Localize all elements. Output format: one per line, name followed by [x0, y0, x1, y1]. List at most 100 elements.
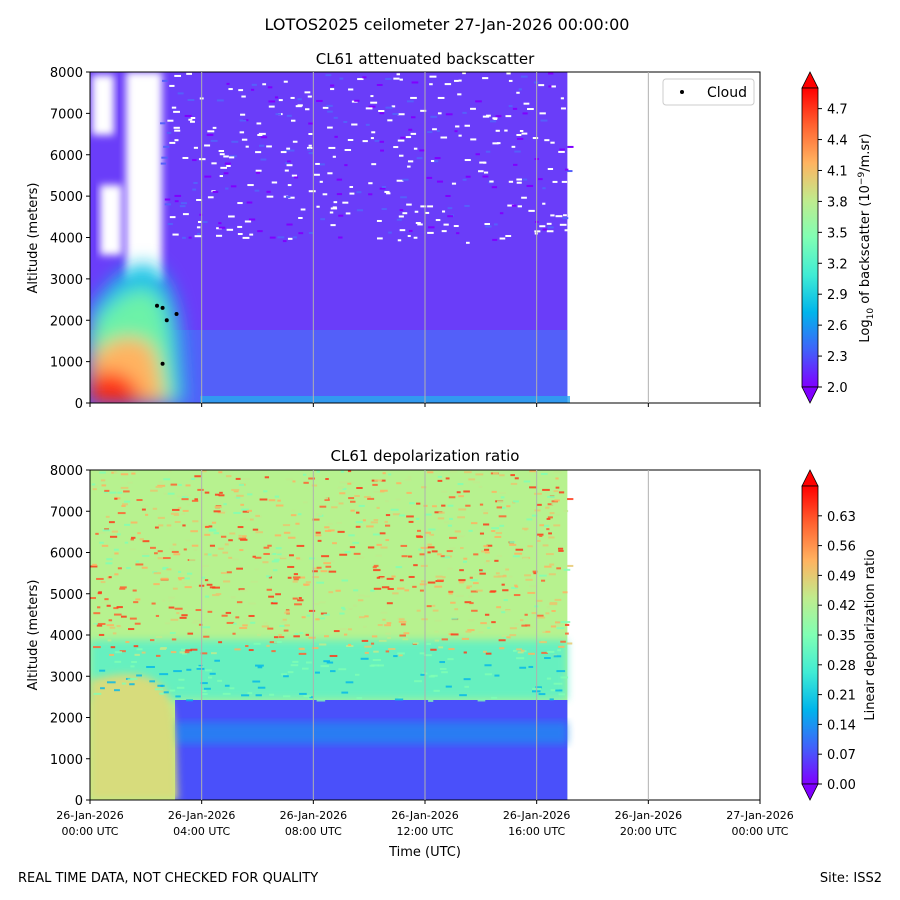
texture-speck	[505, 609, 512, 612]
texture-speck	[338, 214, 344, 217]
texture-speck	[400, 623, 406, 626]
texture-speck	[242, 510, 249, 513]
texture-speck	[149, 680, 156, 683]
texture-speck	[109, 535, 118, 538]
texture-speck	[174, 194, 182, 197]
texture-speck	[220, 571, 227, 574]
texture-speck	[282, 695, 291, 698]
texture-speck	[458, 579, 466, 582]
texture-speck	[380, 489, 388, 492]
texture-speck	[420, 580, 426, 583]
texture-speck	[379, 187, 386, 190]
texture-speck	[484, 613, 490, 616]
texture-speck	[195, 609, 202, 612]
texture-speck	[420, 109, 427, 112]
texture-speck	[435, 575, 443, 578]
texture-speck	[308, 133, 313, 136]
y-tick-label: 4000	[50, 629, 83, 644]
texture-speck	[298, 652, 307, 655]
texture-speck	[333, 630, 340, 633]
depolarization-texture	[90, 470, 574, 702]
texture-speck	[526, 184, 534, 187]
texture-speck	[223, 503, 227, 506]
texture-speck	[199, 213, 203, 216]
texture-speck	[297, 98, 302, 101]
texture-speck	[255, 169, 262, 172]
texture-speck	[283, 629, 289, 632]
texture-speck	[483, 548, 490, 551]
texture-speck	[182, 156, 189, 159]
texture-speck	[489, 120, 497, 123]
texture-speck	[385, 539, 390, 542]
texture-speck	[141, 651, 146, 654]
texture-speck	[349, 192, 355, 195]
texture-speck	[555, 486, 560, 489]
texture-speck	[356, 511, 360, 514]
texture-speck	[225, 187, 229, 190]
texture-speck	[337, 486, 345, 489]
colorbar-tick-label: 3.5	[827, 226, 848, 241]
texture-speck	[454, 530, 461, 533]
texture-speck	[178, 570, 182, 573]
texture-speck	[237, 225, 243, 228]
texture-speck	[119, 587, 126, 590]
texture-speck	[182, 582, 186, 585]
texture-speck	[299, 632, 304, 635]
texture-speck	[257, 686, 266, 689]
texture-speck	[190, 648, 198, 651]
texture-speck	[222, 551, 229, 554]
texture-speck	[112, 632, 117, 635]
texture-speck	[193, 548, 198, 551]
texture-speck	[500, 496, 505, 499]
texture-speck	[397, 587, 405, 590]
colorbar-tick-label: 0.49	[827, 569, 856, 584]
texture-speck	[561, 180, 568, 183]
x-tick-date: 26-Jan-2026	[168, 809, 236, 822]
texture-speck	[173, 513, 180, 516]
texture-speck	[482, 77, 489, 80]
texture-speck	[373, 587, 382, 590]
texture-speck	[188, 236, 192, 239]
y-tick-label: 7000	[50, 107, 83, 122]
texture-speck	[192, 188, 197, 191]
texture-speck	[282, 524, 291, 527]
texture-speck	[539, 112, 546, 115]
texture-speck	[174, 520, 181, 523]
texture-speck	[303, 583, 310, 586]
texture-speck	[220, 535, 227, 538]
texture-speck	[509, 634, 517, 637]
texture-speck	[434, 157, 441, 160]
texture-speck	[370, 95, 374, 98]
backscatter-title: CL61 attenuated backscatter	[316, 50, 535, 68]
texture-speck	[166, 131, 172, 134]
texture-speck	[172, 587, 178, 590]
depolarization-y-ticks: 0 1000 2000 3000 4000 5000 6000 7000 8000	[50, 464, 90, 809]
texture-speck	[479, 572, 486, 575]
texture-speck	[416, 531, 423, 534]
colorbar-tick-label: 2.6	[827, 319, 848, 334]
depolarization-x-ticks: 26-Jan-2026 00:00 UTC 26-Jan-2026 04:00 UTC…	[56, 800, 794, 838]
texture-speck	[203, 631, 207, 634]
texture-speck	[308, 557, 315, 560]
texture-speck	[287, 536, 296, 539]
texture-speck	[388, 647, 396, 650]
texture-speck	[461, 637, 470, 640]
texture-speck	[522, 178, 528, 181]
texture-speck	[560, 640, 566, 643]
texture-speck	[408, 520, 414, 523]
texture-speck	[475, 100, 482, 103]
texture-speck	[499, 524, 505, 527]
texture-speck	[329, 654, 338, 657]
texture-speck	[434, 511, 443, 514]
texture-speck	[184, 586, 192, 589]
texture-speck	[275, 113, 282, 116]
texture-speck	[273, 641, 282, 644]
y-tick-label: 2000	[50, 712, 83, 727]
colorbar-bottom-extend-high	[801, 469, 819, 487]
texture-speck	[470, 522, 478, 525]
texture-speck	[320, 218, 326, 221]
texture-speck	[268, 105, 275, 108]
texture-speck	[532, 570, 538, 573]
texture-speck	[558, 549, 564, 552]
texture-speck	[328, 570, 337, 573]
